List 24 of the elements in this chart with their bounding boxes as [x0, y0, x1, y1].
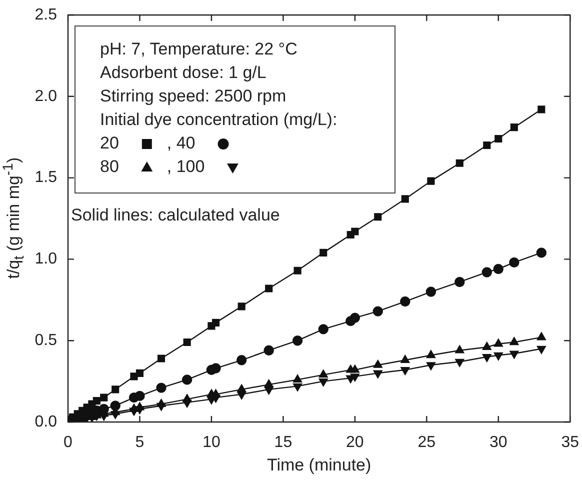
legend-title: Initial dye concentration (mg/L):: [100, 110, 338, 130]
x-tick-label: 35: [561, 434, 580, 452]
y-tick-label: 2.0: [34, 88, 58, 105]
y-tick-label: 1.0: [34, 250, 58, 268]
x-tick-label: 10: [202, 434, 220, 452]
x-axis-title: Time (minute): [266, 455, 372, 474]
x-tick-label: 5: [135, 434, 144, 452]
x-tick-label: 0: [64, 434, 73, 452]
legend-label: , 100: [166, 157, 205, 176]
annotation: pH: 7, Temperature: 22 °C: [100, 40, 298, 59]
annotation: Stirring speed: 2500 rpm: [100, 86, 286, 106]
x-tick-label: 30: [489, 434, 508, 452]
annotation: Solid lines: calculated value: [71, 206, 280, 225]
y-tick-label: 0.5: [34, 332, 58, 350]
x-tick-label: 25: [418, 434, 436, 452]
y-tick-label: 2.5: [34, 6, 58, 24]
legend-label: 80: [100, 157, 119, 176]
legend-label: 20: [100, 134, 119, 153]
y-tick-label: 0.0: [34, 413, 58, 430]
annotation: Adsorbent dose: 1 g/L: [100, 63, 266, 82]
legend-label: , 40: [166, 134, 196, 153]
y-tick-label: 1.5: [34, 169, 58, 186]
x-tick-label: 15: [274, 434, 292, 452]
x-tick-label: 20: [346, 434, 364, 452]
